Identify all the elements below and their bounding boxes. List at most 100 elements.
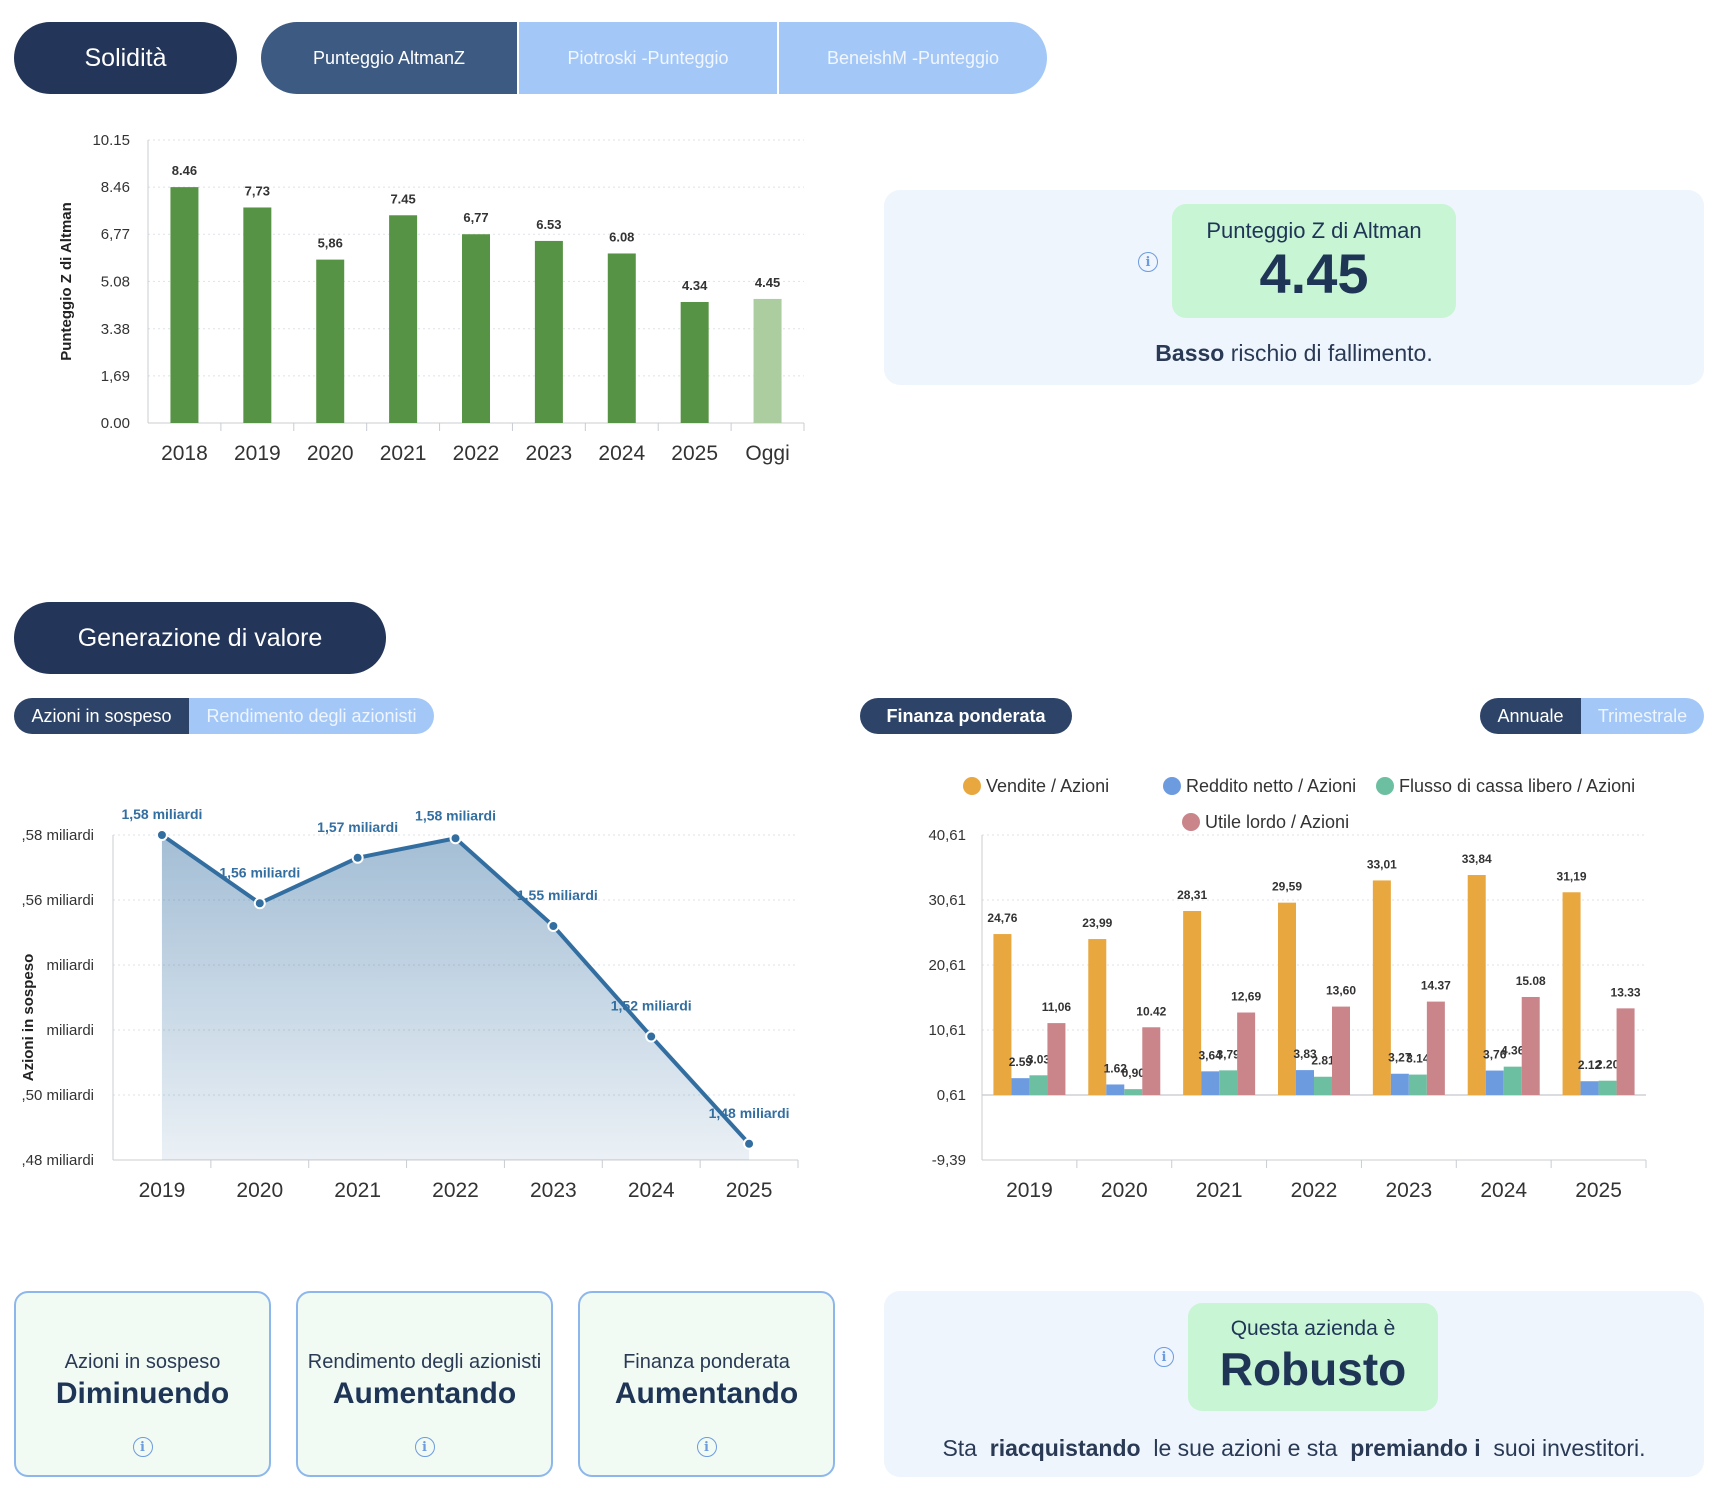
x-tick-label: 2021 [380,442,427,465]
x-tick-label: 2021 [1196,1179,1243,1202]
weighted-finance-pill-label: Finanza ponderata [886,705,1046,726]
verdict-text-2: le sue azioni e sta [1153,1435,1338,1461]
verdict-panel: i Questa azienda è Robusto Sta riacquist… [884,1291,1704,1477]
y-tick-label: ,58 miliardi [21,827,94,844]
data-label: 1,58 miliardi [121,806,202,822]
legend-swatch [1376,777,1394,795]
tab-altman-z[interactable]: Punteggio AltmanZ [261,22,517,94]
weighted-finance-pill[interactable]: Finanza ponderata [860,698,1072,734]
x-tick-label: 2024 [598,442,645,465]
data-label: 1,56 miliardi [219,864,300,880]
bar [1183,910,1202,1095]
data-point [449,832,462,845]
info-icon[interactable]: i [132,1437,153,1457]
value-generation-title-text: Generazione di valore [77,623,323,652]
data-point [645,1030,658,1043]
tab-shareholder-yield[interactable]: Rendimento degli azionisti [189,698,434,734]
tab-piotroski[interactable]: Piotroski -Punteggio [517,22,777,94]
tab-shareholder-yield-label: Rendimento degli azionisti [206,705,417,726]
verdict-bold-1: riacquistando [989,1435,1141,1461]
bar [1296,1070,1314,1095]
x-tick-label: 2023 [526,442,573,465]
data-label: 24,76 [987,911,1017,925]
data-label: 4.34 [682,278,708,293]
x-tick-label: 2019 [139,1179,186,1202]
x-tick-label: 2019 [234,442,281,465]
solidity-score-tabs: Punteggio AltmanZ Piotroski -Punteggio B… [261,22,1047,94]
x-tick-label: 2024 [1480,1179,1527,1202]
tab-quarterly[interactable]: Trimestrale [1581,698,1704,734]
data-label: 1,58 miliardi [415,807,496,823]
data-label: 1,55 miliardi [517,887,598,903]
risk-text: rischio di fallimento. [1230,340,1433,366]
x-tick-label: 2022 [1291,1179,1338,1202]
y-tick-label: 10.15 [92,132,130,149]
tab-annual[interactable]: Annuale [1480,698,1581,734]
x-tick-label: 2020 [236,1179,283,1202]
data-label: 3,79 [1216,1047,1240,1061]
info-icon[interactable]: i [1138,252,1158,272]
bar [993,934,1012,1095]
data-label: 12,69 [1231,990,1261,1004]
data-point [155,829,168,841]
legend-label: Reddito netto / Azioni [1186,776,1356,796]
card-shareholder-yield-label: Rendimento degli azionisti [307,1351,542,1373]
verdict-text-3: suoi investitori. [1493,1435,1646,1461]
data-label: 3.14 [1406,1052,1430,1066]
y-tick-label: 20,61 [928,957,966,974]
bar [170,187,199,423]
data-point [253,897,266,910]
bar [1521,996,1540,1095]
data-label: 28,31 [1177,888,1207,902]
y-tick-label: 30,61 [928,892,966,909]
altman-score-value: 4.45 [1259,242,1369,305]
tab-piotroski-label: Piotroski -Punteggio [567,47,729,68]
bar [1106,1084,1125,1095]
altman-z-bar-chart: 0.00 1,69 3.38 5.08 6,77 8.46 10.15 8.46 2018 7,7… [58,132,805,465]
bar [1201,1071,1220,1095]
data-label: 33,01 [1367,857,1397,871]
y-tick-label: -9,39 [932,1152,966,1169]
bar [1390,1073,1409,1095]
x-tick-label: Oggi [745,442,789,465]
data-label: 15.08 [1516,974,1546,988]
altman-score-box: Punteggio Z di Altman 4.45 [1172,204,1456,318]
data-label: 3,64 [1198,1048,1222,1062]
tab-beneish[interactable]: BeneishM -Punteggio [777,22,1047,94]
bar [1219,1070,1238,1095]
data-label: 23,99 [1082,916,1112,930]
bar [1408,1074,1427,1095]
bar [1088,939,1107,1095]
solidity-title-text: Solidità [84,43,167,72]
bar [1047,1023,1066,1095]
bar [1485,1070,1504,1095]
bar [1237,1012,1256,1095]
tab-shares-outstanding[interactable]: Azioni in sospeso [14,698,189,734]
altman-score-panel: i Punteggio Z di Altman 4.45 Basso risch… [884,190,1704,385]
verdict-value: Robusto [1219,1343,1407,1395]
bar [1616,1008,1635,1095]
x-tick-label: 2024 [628,1179,675,1202]
verdict-bold-2: premiando i [1350,1435,1481,1461]
x-tick-label: 2022 [453,442,500,465]
y-tick-label: ,50 miliardi [21,1087,94,1104]
info-icon[interactable]: i [696,1437,717,1457]
bar [607,253,636,423]
data-label: 14.37 [1421,979,1451,993]
risk-level: Basso [1155,340,1225,366]
card-weighted-finance-value: Aumentando [614,1377,799,1410]
info-icon[interactable]: i [1154,1347,1174,1367]
y-tick-label: 1,69 [101,368,130,385]
info-icon[interactable]: i [414,1437,435,1457]
y-tick-label: 10,61 [928,1022,966,1039]
data-label: 2.59 [1009,1055,1033,1069]
data-label: 2.20 [1596,1058,1620,1072]
bar [753,298,782,423]
bar [243,207,272,423]
data-label: 8.46 [172,163,197,178]
verdict-label: Questa azienda è [1230,1317,1396,1340]
tab-shares-outstanding-label: Azioni in sospeso [31,705,172,726]
y-tick-label: 3.38 [101,321,130,338]
x-tick-label: 2022 [432,1179,479,1202]
bar [1278,902,1296,1095]
